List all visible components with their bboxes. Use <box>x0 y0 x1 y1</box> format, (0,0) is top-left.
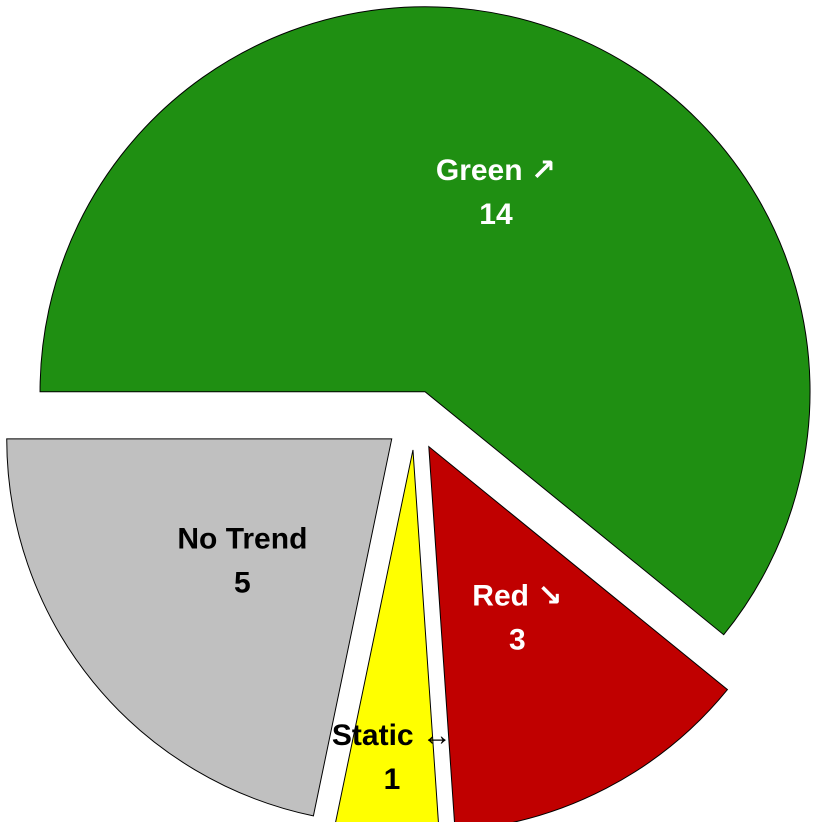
pie-slice <box>6 438 393 817</box>
slice-label: Static ↔ <box>332 719 452 752</box>
slice-value: 5 <box>234 566 251 599</box>
slice-value: 14 <box>479 198 513 231</box>
pie-slice <box>39 6 811 636</box>
slice-label: Red ↘ <box>472 579 562 612</box>
slice-label: No Trend <box>177 522 307 555</box>
slice-value: 3 <box>509 623 526 656</box>
slice-label: Green ↗ <box>436 154 556 187</box>
pie-slice <box>335 449 439 822</box>
pie-slice <box>428 445 729 822</box>
slice-value: 1 <box>384 763 401 796</box>
